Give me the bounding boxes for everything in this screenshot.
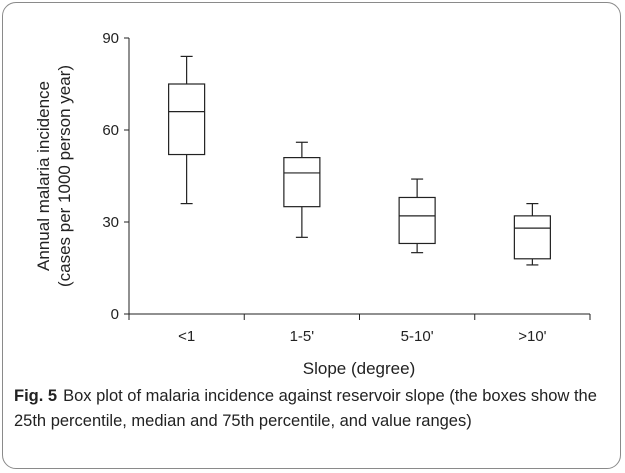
box-4 xyxy=(513,203,551,266)
y-axis-label-line-1: Annual malaria incidence xyxy=(34,81,53,271)
x-tick-label: 1-5' xyxy=(290,328,315,345)
y-axis-label-line-2: (cases per 1000 person year) xyxy=(55,65,74,287)
box-1 xyxy=(168,55,206,205)
caption-text: Box plot of malaria incidence against re… xyxy=(14,387,597,430)
interquartile-box xyxy=(283,157,321,208)
y-tick-label: 30 xyxy=(102,214,119,231)
y-tick-label: 90 xyxy=(102,30,119,47)
interquartile-box xyxy=(398,196,436,245)
interquartile-box xyxy=(513,215,551,260)
y-tick-label: 0 xyxy=(111,306,119,323)
x-axis-label: Slope (degree) xyxy=(303,359,415,378)
x-tick-label: >10' xyxy=(518,328,546,345)
caption-figure-label: Fig. 5 xyxy=(14,387,58,405)
box-plot-chart: 0 30 60 90 <1 1-5' 5-10' >10' Annual malaria i… xyxy=(34,30,591,378)
box-2 xyxy=(283,141,321,238)
interquartile-box xyxy=(168,83,206,156)
figure-caption: Fig. 5 Box plot of malaria incidence agai… xyxy=(14,384,610,434)
x-tick-label: <1 xyxy=(178,328,195,345)
y-axis: 0 30 60 90 xyxy=(102,30,130,323)
box-series xyxy=(168,55,551,266)
x-tick-label: 5-10' xyxy=(401,328,434,345)
x-axis: <1 1-5' 5-10' >10' xyxy=(128,313,591,345)
y-tick-label: 60 xyxy=(102,122,119,139)
box-3 xyxy=(398,178,436,254)
